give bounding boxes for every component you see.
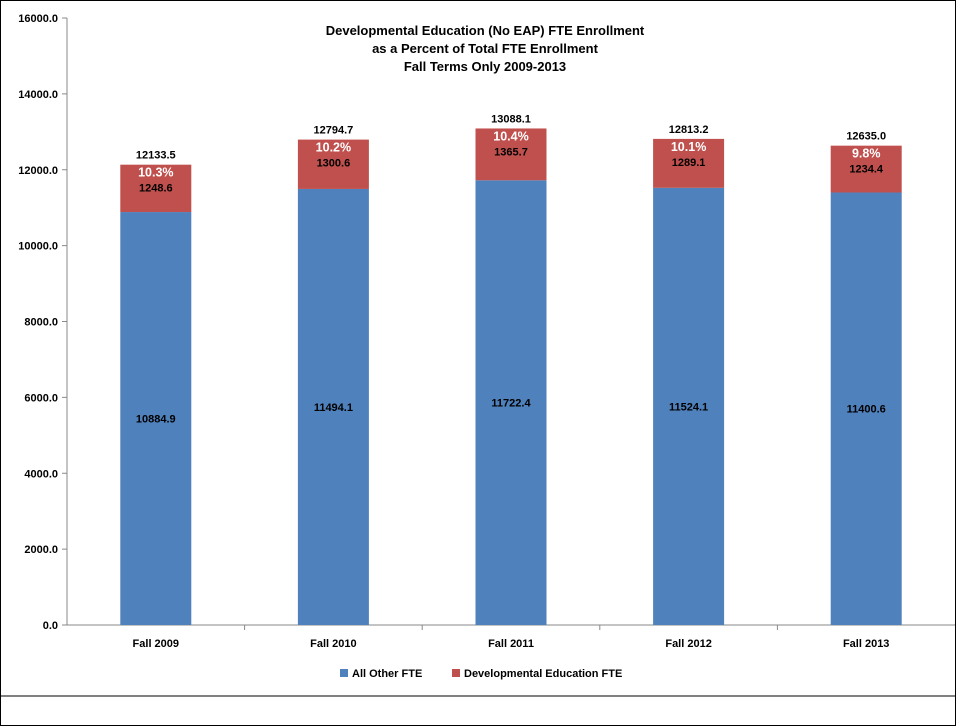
legend-label: Developmental Education FTE [464, 668, 622, 680]
bar-developmental-education-fte [297, 139, 369, 189]
y-tick-label: 8000.0 [24, 317, 58, 329]
legend-label: All Other FTE [352, 668, 422, 680]
chart-title-line: as a Percent of Total FTE Enrollment [372, 41, 599, 56]
y-tick-label: 16000.0 [18, 13, 58, 25]
data-label-total: 12133.5 [136, 150, 176, 162]
data-label-percent: 10.3% [138, 166, 173, 180]
data-label-all-other-fte: 11494.1 [314, 402, 353, 414]
data-label-percent: 9.8% [852, 147, 881, 161]
bars [120, 128, 902, 626]
y-tick-label: 12000.0 [18, 165, 58, 177]
x-axis: Fall 2009 Fall 2010 Fall 2011 Fall 2012 Fall… [133, 625, 889, 650]
data-label-developmental-education-fte: 1234.4 [849, 164, 884, 176]
data-label-developmental-education-fte: 1248.6 [139, 183, 173, 195]
y-tick-label: 6000.0 [24, 392, 58, 404]
data-label-total: 12794.7 [314, 125, 354, 137]
chart-title-line: Developmental Education (No EAP) FTE Enr… [326, 23, 645, 38]
y-tick-label: 4000.0 [24, 468, 58, 480]
data-label-all-other-fte: 10884.9 [136, 414, 176, 426]
bar-all-other-fte [475, 180, 547, 626]
data-label-percent: 10.4% [493, 129, 528, 143]
y-tick-label: 0.0 [43, 620, 58, 632]
x-category-label: Fall 2011 [488, 638, 534, 650]
bar-developmental-education-fte [653, 138, 725, 188]
y-tick-label: 10000.0 [18, 241, 58, 253]
y-tick-label: 14000.0 [18, 89, 58, 101]
data-label-total: 12635.0 [846, 131, 886, 143]
data-label-percent: 10.1% [671, 140, 706, 154]
y-tick-label: 2000.0 [24, 544, 58, 556]
chart-title: Developmental Education (No EAP) FTE Enr… [326, 23, 645, 74]
data-label-total: 13088.1 [491, 113, 531, 125]
bar-all-other-fte [830, 192, 902, 625]
chart-title-line: Fall Terms Only 2009-2013 [404, 59, 566, 74]
data-label-all-other-fte: 11400.6 [847, 404, 886, 416]
x-category-label: Fall 2010 [310, 638, 356, 650]
data-label-developmental-education-fte: 1365.7 [494, 146, 528, 158]
data-label-all-other-fte: 11722.4 [491, 398, 531, 410]
bar-developmental-education-fte [830, 145, 902, 193]
bar-all-other-fte [297, 188, 369, 626]
bar-all-other-fte [120, 212, 192, 625]
bar-developmental-education-fte [475, 128, 547, 181]
bar-all-other-fte [653, 187, 725, 626]
data-label-developmental-education-fte: 1289.1 [672, 157, 706, 169]
y-axis: 0.0 2000.0 4000.0 6000.0 8000.0 10000.0 12000.… [18, 13, 955, 632]
x-category-label: Fall 2009 [133, 638, 179, 650]
bar-developmental-education-fte [120, 164, 192, 213]
legend-swatch [452, 669, 460, 677]
data-labels: 10884.9 10.3% 1248.6 12133.5 11494.1 10.2% 130… [136, 113, 886, 425]
legend-swatch [340, 669, 348, 677]
x-category-label: Fall 2013 [843, 638, 889, 650]
data-label-all-other-fte: 11524.1 [669, 401, 708, 413]
data-label-total: 12813.2 [669, 124, 709, 136]
data-label-developmental-education-fte: 1300.6 [317, 158, 351, 170]
x-category-label: Fall 2012 [665, 638, 711, 650]
legend: All Other FTE Developmental Education FTE [0, 668, 956, 697]
data-label-percent: 10.2% [316, 141, 351, 155]
